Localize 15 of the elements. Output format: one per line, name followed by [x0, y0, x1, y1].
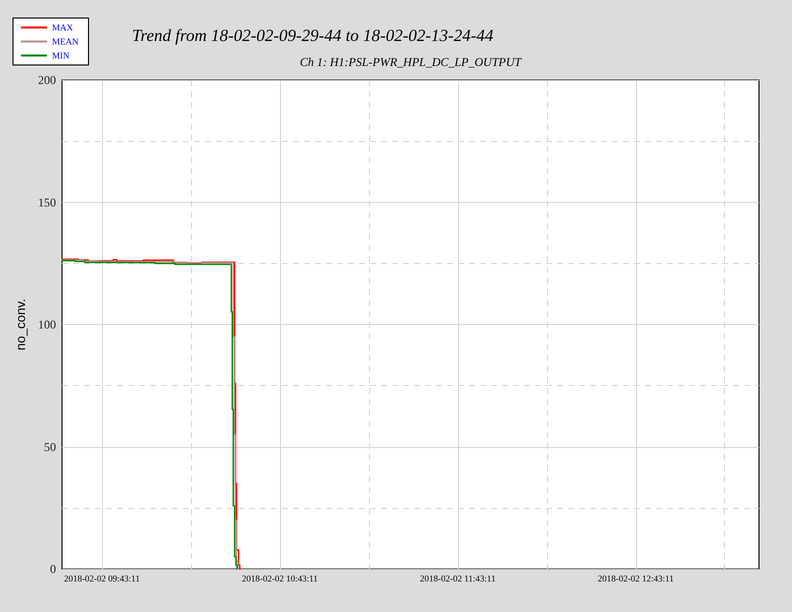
chart-subtitle: Ch 1: H1:PSL-PWR_HPL_DC_LP_OUTPUT [300, 55, 522, 69]
legend-label: MEAN [52, 36, 79, 46]
x-tick-label: 2018-02-02 12:43:11 [598, 574, 674, 584]
chart-title: Trend from 18-02-02-09-29-44 to 18-02-02-13-24-44 [132, 26, 494, 45]
y-tick-label: 50 [44, 440, 56, 454]
y-tick-label: 0 [50, 562, 56, 576]
y-axis-title: no_conv. [13, 298, 28, 350]
legend-label: MAX [52, 22, 74, 32]
x-tick-label: 2018-02-02 09:43:11 [64, 574, 140, 584]
x-tick-label: 2018-02-02 10:43:11 [242, 574, 318, 584]
legend-label: MIN [52, 50, 70, 60]
x-tick-label: 2018-02-02 11:43:11 [420, 574, 496, 584]
y-tick-label: 200 [38, 73, 56, 87]
y-tick-label: 100 [38, 318, 56, 332]
y-tick-label: 150 [38, 195, 56, 210]
